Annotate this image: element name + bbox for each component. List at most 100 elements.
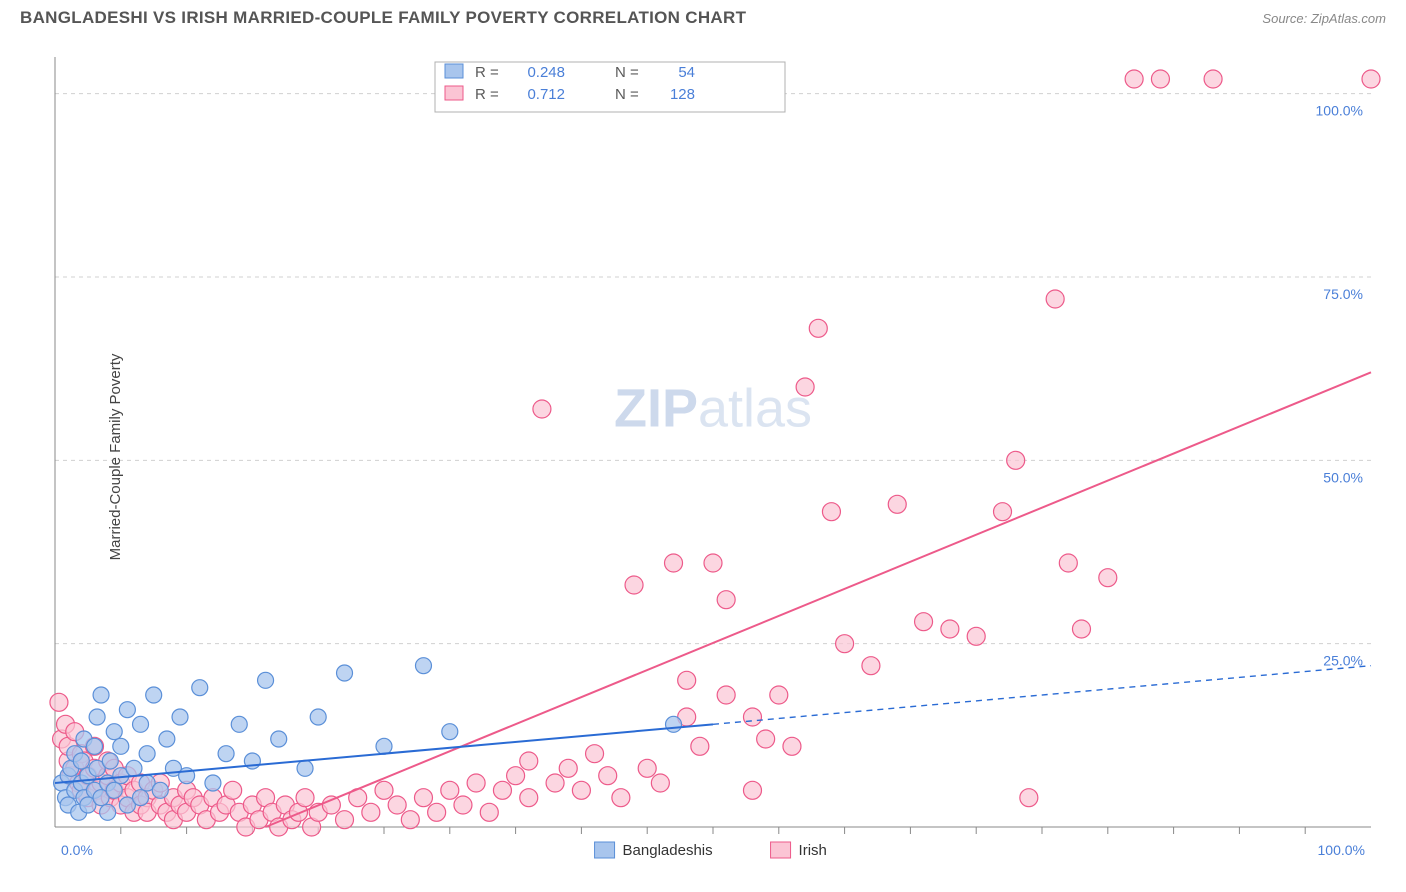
svg-text:0.712: 0.712 [527,86,565,103]
irish-point [546,774,564,792]
irish-point [586,745,604,763]
bangladeshis-point [310,709,326,725]
legend-swatch [595,842,615,858]
irish-point [467,774,485,792]
chart-header: BANGLADESHI VS IRISH MARRIED-COUPLE FAMI… [0,0,1406,32]
irish-point [1362,70,1380,88]
source-attribution: Source: ZipAtlas.com [1262,11,1386,26]
irish-point [888,495,906,513]
irish-point [757,730,775,748]
irish-point [388,796,406,814]
bangladeshis-point [102,753,118,769]
irish-point [822,503,840,521]
bangladeshis-point [258,672,274,688]
legend-label: Irish [799,842,827,859]
bangladeshis-point [89,709,105,725]
irish-point [638,759,656,777]
irish-point [493,781,511,799]
irish-point [559,759,577,777]
legend-swatch [771,842,791,858]
svg-text:0.0%: 0.0% [61,842,93,858]
svg-text:0.248: 0.248 [527,64,565,81]
bangladeshis-point [106,782,122,798]
chart-title: BANGLADESHI VS IRISH MARRIED-COUPLE FAMI… [20,8,746,28]
irish-point [599,767,617,785]
bangladeshis-point [159,731,175,747]
irish-point [336,811,354,829]
bangladeshis-point [415,658,431,674]
irish-point [1072,620,1090,638]
svg-text:75.0%: 75.0% [1323,286,1363,302]
irish-point [796,378,814,396]
svg-text:R =: R = [475,64,499,81]
irish-point [362,803,380,821]
irish-point [375,781,393,799]
bangladeshis-point [100,804,116,820]
bangladeshis-point [297,760,313,776]
bangladeshis-point [133,716,149,732]
irish-point [1059,554,1077,572]
bangladeshis-point [146,687,162,703]
irish-point [50,693,68,711]
bangladeshis-point [271,731,287,747]
legend-label: Bangladeshis [623,842,713,859]
svg-text:ZIPatlas: ZIPatlas [614,379,812,439]
irish-point [480,803,498,821]
irish-point [1007,451,1025,469]
irish-point [454,796,472,814]
irish-point [441,781,459,799]
bangladeshis-point [93,687,109,703]
irish-point [704,554,722,572]
irish-point [1020,789,1038,807]
irish-point [691,737,709,755]
irish-point [322,796,340,814]
scatter-chart: 25.0%50.0%75.0%100.0%0.0%100.0%ZIPatlasR… [0,32,1406,882]
bangladeshis-point [205,775,221,791]
irish-point [915,613,933,631]
bangladeshis-point [231,716,247,732]
y-axis-label: Married-Couple Family Poverty [107,354,124,561]
svg-text:100.0%: 100.0% [1318,842,1365,858]
bangladeshis-point [133,790,149,806]
irish-point [1099,569,1117,587]
irish-point [967,627,985,645]
chart-container: Married-Couple Family Poverty 25.0% 50.0%… [0,32,1406,882]
irish-point [994,503,1012,521]
bangladeshis-point [337,665,353,681]
bangladeshis-point [152,782,168,798]
bangladeshis-point [139,746,155,762]
irish-point [665,554,683,572]
irish-point [1204,70,1222,88]
bangladeshis-point [442,724,458,740]
bangladeshis-point [192,680,208,696]
bangladeshis-point [172,709,188,725]
irish-point [651,774,669,792]
bangladeshis-point [218,746,234,762]
stats-swatch [445,64,463,78]
irish-point [836,635,854,653]
svg-text:50.0%: 50.0% [1323,469,1363,485]
irish-point [296,789,314,807]
bangladeshis-point [106,724,122,740]
bangladeshis-point [119,702,135,718]
irish-point [678,671,696,689]
bangladeshis-point [376,738,392,754]
irish-point [1125,70,1143,88]
irish-point [783,737,801,755]
svg-text:25.0%: 25.0% [1323,653,1363,669]
irish-point [428,803,446,821]
irish-point [520,789,538,807]
irish-point [533,400,551,418]
irish-point [520,752,538,770]
bangladeshis-regression-extension [713,666,1371,725]
bangladeshis-point [666,716,682,732]
bangladeshis-point [73,753,89,769]
svg-text:N =: N = [615,64,639,81]
irish-point [401,811,419,829]
irish-point [507,767,525,785]
irish-point [224,781,242,799]
irish-point [1151,70,1169,88]
stats-swatch [445,86,463,100]
irish-point [862,657,880,675]
svg-text:54: 54 [678,64,695,81]
